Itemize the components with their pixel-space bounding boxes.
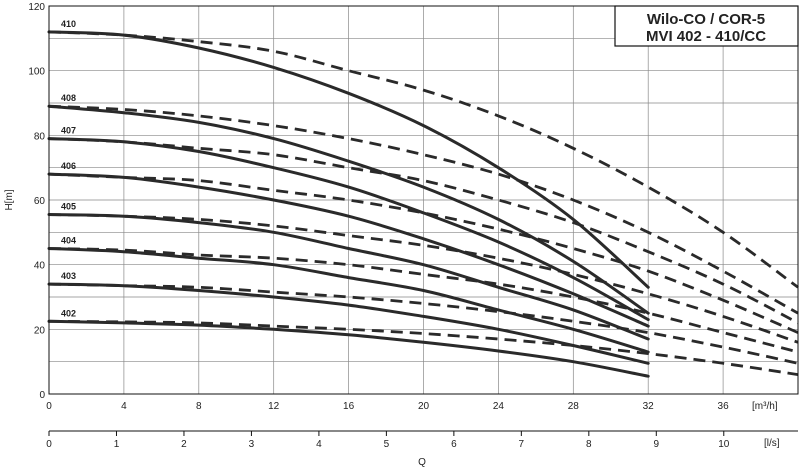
y-axis-title: H[m] [4,189,15,210]
ls-tick-label: 7 [519,439,525,450]
x-tick-label: 0 [46,401,52,412]
ls-tick-label: 9 [654,439,660,450]
x-tick-label: 32 [643,401,655,412]
y-tick-label: 60 [34,196,46,207]
curve-410-dashed [48,30,799,289]
ls-tick-label: 5 [384,439,390,450]
curve-402-solid [47,319,650,378]
x-tick-label: 8 [196,401,202,412]
x-axis-title: Q [418,457,426,468]
curve-403-solid [47,282,650,365]
x-axis-ls: 0 1 2 3 4 5 6 7 8 9 10 [46,430,798,450]
curve-408-dashed [48,104,799,315]
chart-title-line1: Wilo-CO / COR-5 [647,11,765,28]
x-unit-m3h: [m³/h] [752,401,778,412]
ls-tick-label: 2 [181,439,187,450]
title-box-frame [614,5,799,47]
curve-405-dashed [48,213,799,344]
x-tick-label: 12 [268,401,280,412]
x-unit-ls: [l/s] [764,438,780,449]
curve-label-403: 403 [61,271,76,281]
ls-tick-label: 1 [114,439,120,450]
curve-label-410: 410 [61,19,76,29]
x-tick-label: 4 [121,401,127,412]
ls-tick-label: 4 [316,439,322,450]
curves [47,30,799,378]
y-tick-label: 0 [39,390,45,401]
curve-405-solid [47,213,650,341]
y-tick-label: 20 [34,325,46,336]
y-tick-label: 100 [28,67,45,78]
curve-label-408: 408 [61,93,76,103]
curve-label-405: 405 [61,202,76,212]
x-tick-label: 16 [343,401,355,412]
ls-tick-label: 3 [249,439,255,450]
curve-label-402: 402 [61,308,76,318]
plot-frame [48,5,799,395]
ls-tick-label: 10 [718,439,730,450]
title-box: Wilo-CO / COR-5 MVI 402 - 410/CC [614,5,799,47]
curve-406-solid [47,172,650,328]
x-tick-label: 36 [718,401,730,412]
y-tick-label: 80 [34,131,46,142]
curve-label-406: 406 [61,161,76,171]
x-axis-ticks-m3h: 0 4 8 12 16 20 24 28 32 36 [46,401,729,412]
chart-title-line2: MVI 402 - 410/CC [646,28,766,45]
curve-410-solid [47,30,650,289]
x-tick-label: 28 [568,401,580,412]
grid-lines [49,6,798,394]
curve-label-404: 404 [61,236,76,246]
ls-tick-label: 0 [46,439,52,450]
curve-407-dashed [48,137,799,325]
ls-tick-label: 8 [586,439,592,450]
ls-tick-label: 6 [451,439,457,450]
curve-label-407: 407 [61,126,76,136]
y-axis-ticks: 0 20 40 60 80 100 120 [28,2,45,401]
y-tick-label: 120 [28,2,45,13]
curve-404-solid [47,247,650,354]
curve-labels: 410 408 407 406 405 404 403 402 [61,19,76,318]
x-tick-label: 24 [493,401,505,412]
y-tick-label: 40 [34,261,46,272]
x-tick-label: 20 [418,401,430,412]
curve-408-solid [47,104,650,315]
